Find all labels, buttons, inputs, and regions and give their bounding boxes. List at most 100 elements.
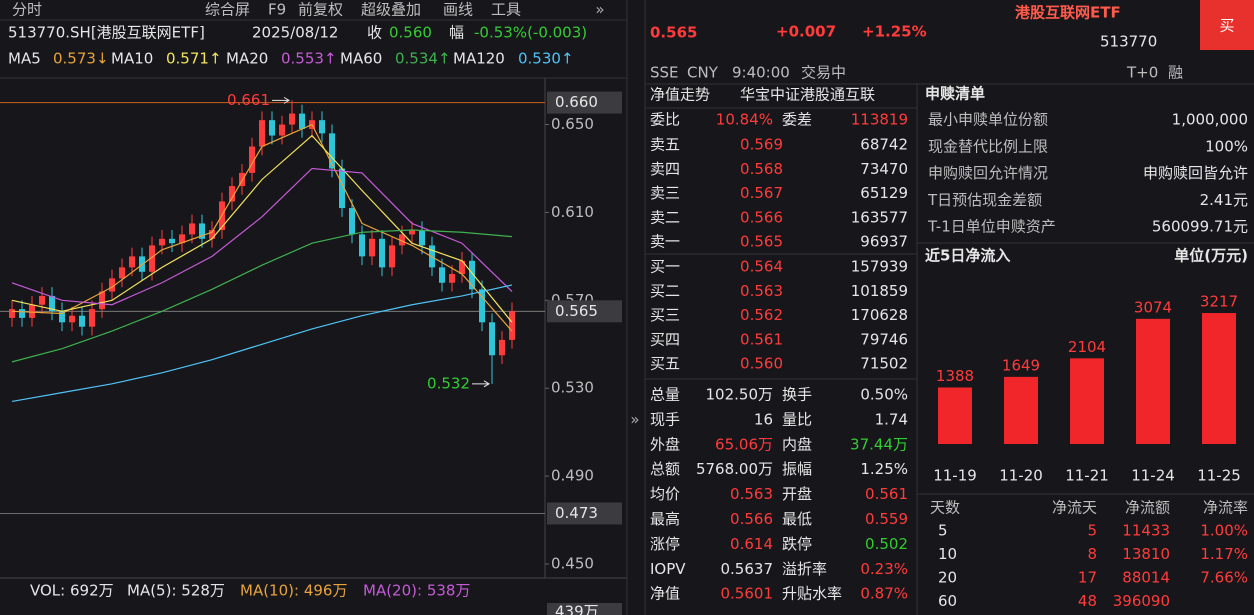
redemption-label: 申购赎回允许情况 bbox=[928, 164, 1048, 182]
stat-label: 换手 bbox=[782, 386, 812, 404]
candle-body bbox=[289, 113, 295, 125]
toolbar-tab[interactable]: 综合屏 bbox=[205, 1, 250, 19]
chart-unit: 单位(万元) bbox=[1174, 247, 1248, 265]
redemption-value: 100% bbox=[1205, 137, 1248, 155]
more-icon[interactable]: » bbox=[595, 1, 604, 19]
price-marker bbox=[547, 91, 622, 114]
candle-body bbox=[109, 278, 115, 292]
candle-body bbox=[149, 245, 155, 272]
stat-value: 0.614 bbox=[730, 535, 773, 553]
candle-body bbox=[339, 168, 345, 209]
candle-body bbox=[249, 146, 255, 173]
book-label: 买一 bbox=[650, 258, 680, 276]
book-volume: 170628 bbox=[851, 306, 908, 324]
candle-body bbox=[409, 230, 415, 235]
candle-body bbox=[489, 322, 495, 356]
candle-body bbox=[59, 311, 65, 323]
table-cell: 1.00% bbox=[1200, 522, 1248, 540]
candle-body bbox=[179, 234, 185, 244]
price-marker bbox=[547, 300, 622, 323]
etf-code: 513770 bbox=[1100, 33, 1157, 51]
diff: 113819 bbox=[851, 111, 908, 129]
ma-legend-value: 0.553↑ bbox=[281, 50, 337, 68]
redemption-label: 现金替代比例上限 bbox=[928, 137, 1048, 155]
stat-value: 0.87% bbox=[860, 585, 908, 603]
toolbar-tab[interactable]: F9 bbox=[268, 1, 286, 19]
range-value: -0.53%(-0.003) bbox=[474, 24, 587, 42]
candle-body bbox=[509, 311, 515, 340]
volume-legend: VOL: 692万 bbox=[30, 582, 114, 600]
candle-body bbox=[169, 238, 175, 244]
table-header: 净流天 bbox=[1052, 499, 1097, 517]
bar bbox=[1004, 376, 1038, 444]
price-marker-label: 0.473 bbox=[555, 504, 598, 522]
book-volume: 73470 bbox=[860, 160, 908, 178]
ma-legend-value: 0.534↑ bbox=[395, 50, 451, 68]
book-volume: 157939 bbox=[851, 258, 908, 276]
price: 0.565 bbox=[650, 24, 697, 42]
toolbar-tab[interactable]: 超级叠加 bbox=[361, 1, 421, 19]
ma-legend-value: 0.530↑ bbox=[518, 50, 574, 68]
redemption-value: 560099.71元 bbox=[1152, 218, 1248, 236]
table-header: 净流额 bbox=[1125, 499, 1170, 517]
stat-value: 16 bbox=[754, 410, 773, 428]
candle-body bbox=[229, 186, 235, 202]
stat-value: 0.23% bbox=[860, 560, 908, 578]
redemption-value: 申购赎回皆允许 bbox=[1143, 164, 1248, 182]
toolbar-tab[interactable]: 画线 bbox=[443, 1, 473, 19]
nav-label[interactable]: 净值走势 bbox=[650, 86, 710, 104]
bar-value-label: 3217 bbox=[1200, 293, 1238, 311]
book-price: 0.560 bbox=[740, 355, 783, 373]
table-cell: 48 bbox=[1078, 592, 1097, 610]
y-tick-label: 0.530 bbox=[551, 379, 594, 397]
stat-value: 0.5637 bbox=[721, 560, 774, 578]
book-volume: 65129 bbox=[860, 184, 908, 202]
toolbar-tab[interactable]: 分时 bbox=[12, 1, 42, 19]
x-tick-label: 11-21 bbox=[1065, 467, 1109, 485]
y-tick-label: 0.650 bbox=[551, 115, 594, 133]
book-price: 0.564 bbox=[740, 258, 783, 276]
y-tick-label: 0.490 bbox=[551, 467, 594, 485]
redemption-value: 2.41元 bbox=[1200, 191, 1248, 209]
toolbar-tab[interactable]: 工具 bbox=[491, 1, 521, 19]
book-volume: 163577 bbox=[851, 208, 908, 226]
bar-value-label: 3074 bbox=[1134, 298, 1172, 316]
bar bbox=[938, 387, 972, 444]
toolbar-tab[interactable]: 前复权 bbox=[298, 1, 343, 19]
close-label: 收 bbox=[367, 24, 382, 42]
candle-body bbox=[479, 289, 485, 323]
buy-button[interactable] bbox=[1200, 0, 1254, 50]
x-tick-label: 11-20 bbox=[999, 467, 1043, 485]
quote-time: 9:40:00 bbox=[732, 64, 790, 82]
bar bbox=[1202, 313, 1236, 444]
candle-body bbox=[159, 238, 165, 246]
stat-label: 最高 bbox=[650, 510, 680, 528]
ma-legend-name: MA20 bbox=[226, 50, 268, 68]
book-volume: 96937 bbox=[860, 233, 908, 251]
stat-value: 102.50万 bbox=[706, 386, 774, 404]
close-value: 0.560 bbox=[389, 24, 432, 42]
table-cell: 8 bbox=[1087, 545, 1097, 563]
quote-exchange: SSE bbox=[650, 64, 679, 82]
ma-line bbox=[11, 284, 513, 403]
expand-icon[interactable]: » bbox=[630, 411, 639, 429]
candle-body bbox=[499, 339, 505, 356]
buy-label[interactable]: 买 bbox=[1219, 17, 1234, 35]
nav-name: 华宝中证港股通互联 bbox=[740, 86, 875, 104]
book-price: 0.561 bbox=[740, 330, 783, 348]
stat-label: 最低 bbox=[782, 510, 812, 528]
x-tick-label: 11-24 bbox=[1131, 467, 1175, 485]
book-volume: 101859 bbox=[851, 282, 908, 300]
bar-value-label: 2104 bbox=[1068, 338, 1106, 356]
volume-legend: MA(5): 528万 bbox=[127, 582, 225, 600]
y-tick-label: 0.450 bbox=[551, 555, 594, 573]
bar-value-label: 1649 bbox=[1002, 356, 1040, 374]
book-label: 卖二 bbox=[650, 208, 680, 226]
candle-body bbox=[129, 256, 135, 268]
ma-legend-value: 0.571↑ bbox=[166, 50, 222, 68]
table-cell: 7.66% bbox=[1200, 569, 1248, 587]
ma-legend-name: MA60 bbox=[340, 50, 382, 68]
book-label: 卖五 bbox=[650, 136, 680, 154]
book-label: 卖一 bbox=[650, 233, 680, 251]
